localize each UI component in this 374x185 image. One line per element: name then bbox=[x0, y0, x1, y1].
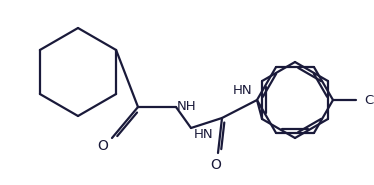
Text: NH: NH bbox=[177, 100, 197, 112]
Text: Cl: Cl bbox=[364, 93, 374, 107]
Text: HN: HN bbox=[194, 127, 214, 140]
Text: O: O bbox=[211, 158, 221, 172]
Text: O: O bbox=[98, 139, 108, 153]
Text: HN: HN bbox=[233, 83, 253, 97]
